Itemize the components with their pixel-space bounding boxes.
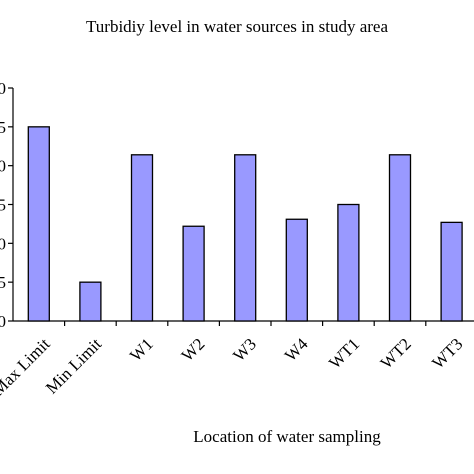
y-tick-label: 10 [0,234,6,253]
y-tick-label: 30 [0,79,6,98]
bar-min-limit [79,281,102,322]
bar-wt2 [388,154,412,322]
x-tick-label: WT2 [377,334,415,372]
bar-w4 [285,218,308,322]
x-tick-label: W4 [281,334,312,365]
x-tick-label: WT3 [428,334,466,372]
bar-w1 [130,154,154,322]
y-tick-label: 25 [0,118,6,137]
chart-title: Turbidiy level in water sources in study… [86,17,388,36]
bar-wt3 [440,221,463,322]
x-tick-label: W2 [178,334,209,365]
x-tick-label: Max Limit [0,334,54,399]
bar-w3 [234,154,257,322]
bar-max-limit [27,126,50,322]
x-tick-label: W1 [126,334,157,365]
y-tick-label: 15 [0,196,6,215]
x-tick-label: WT1 [325,334,363,372]
x-tick-label: W3 [229,334,260,365]
y-tick-label: 5 [0,273,6,292]
x-tick-label: Min Limit [42,334,105,397]
y-tick-label: 20 [0,157,6,176]
y-tick-label: 0 [0,312,6,331]
bar-w2 [182,225,205,322]
bar-wt1 [337,203,360,322]
x-axis-title: Location of water sampling [193,427,381,446]
